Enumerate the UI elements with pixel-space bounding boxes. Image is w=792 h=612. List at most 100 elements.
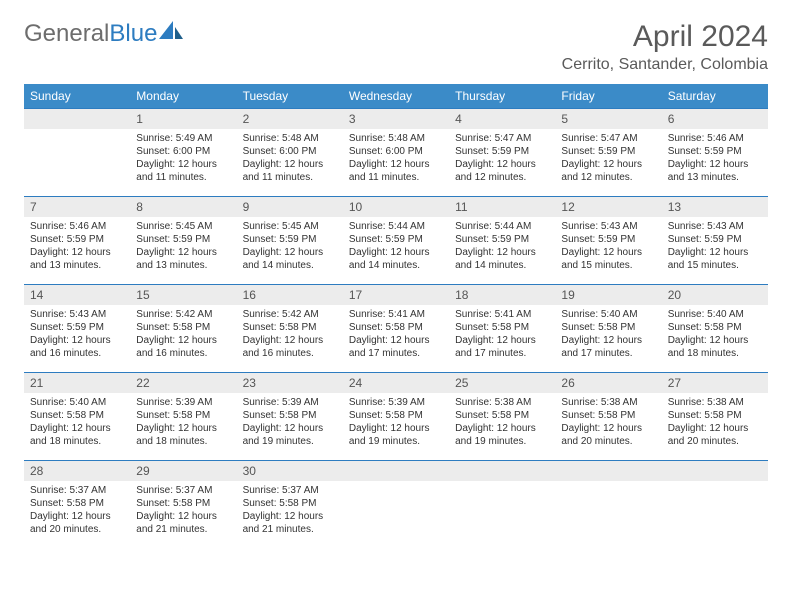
- calendar-day-cell: [555, 460, 661, 548]
- day-content-line: Sunset: 5:58 PM: [30, 497, 124, 510]
- day-content-line: Sunrise: 5:46 AM: [30, 220, 124, 233]
- calendar-day-cell: 10Sunrise: 5:44 AMSunset: 5:59 PMDayligh…: [343, 196, 449, 284]
- day-content-line: Sunset: 5:58 PM: [243, 321, 337, 334]
- day-content-line: Sunset: 5:59 PM: [668, 233, 762, 246]
- calendar-day-cell: 1Sunrise: 5:49 AMSunset: 6:00 PMDaylight…: [130, 108, 236, 196]
- calendar-day-cell: [662, 460, 768, 548]
- calendar-day-cell: 30Sunrise: 5:37 AMSunset: 5:58 PMDayligh…: [237, 460, 343, 548]
- calendar-week-row: 21Sunrise: 5:40 AMSunset: 5:58 PMDayligh…: [24, 372, 768, 460]
- day-content-line: Sunset: 5:58 PM: [668, 409, 762, 422]
- day-content: Sunrise: 5:38 AMSunset: 5:58 PMDaylight:…: [449, 393, 555, 454]
- day-content-line: Daylight: 12 hours: [243, 510, 337, 523]
- day-content-line: Sunrise: 5:42 AM: [243, 308, 337, 321]
- location: Cerrito, Santander, Colombia: [562, 56, 768, 74]
- day-content: [343, 481, 449, 490]
- header: GeneralBlue April 2024 Cerrito, Santande…: [24, 20, 768, 74]
- day-content-line: and 14 minutes.: [455, 259, 549, 272]
- day-content-line: and 11 minutes.: [243, 171, 337, 184]
- day-number: 20: [662, 285, 768, 305]
- day-content-line: Daylight: 12 hours: [349, 334, 443, 347]
- day-number: 16: [237, 285, 343, 305]
- day-content-line: Sunset: 5:59 PM: [455, 145, 549, 158]
- day-content-line: Daylight: 12 hours: [30, 510, 124, 523]
- day-content-line: Sunrise: 5:45 AM: [136, 220, 230, 233]
- day-content-line: and 16 minutes.: [243, 347, 337, 360]
- day-content: Sunrise: 5:46 AMSunset: 5:59 PMDaylight:…: [662, 129, 768, 190]
- day-number: 14: [24, 285, 130, 305]
- weekday-header: Wednesday: [343, 84, 449, 108]
- calendar-day-cell: 16Sunrise: 5:42 AMSunset: 5:58 PMDayligh…: [237, 284, 343, 372]
- day-content-line: Daylight: 12 hours: [243, 422, 337, 435]
- day-content-line: and 12 minutes.: [455, 171, 549, 184]
- day-content: Sunrise: 5:40 AMSunset: 5:58 PMDaylight:…: [662, 305, 768, 366]
- day-content-line: and 11 minutes.: [136, 171, 230, 184]
- calendar-day-cell: 17Sunrise: 5:41 AMSunset: 5:58 PMDayligh…: [343, 284, 449, 372]
- calendar-day-cell: 8Sunrise: 5:45 AMSunset: 5:59 PMDaylight…: [130, 196, 236, 284]
- day-content-line: Sunset: 5:58 PM: [455, 321, 549, 334]
- calendar-day-cell: 2Sunrise: 5:48 AMSunset: 6:00 PMDaylight…: [237, 108, 343, 196]
- day-content-line: Daylight: 12 hours: [136, 510, 230, 523]
- day-number: 6: [662, 109, 768, 129]
- calendar-day-cell: 13Sunrise: 5:43 AMSunset: 5:59 PMDayligh…: [662, 196, 768, 284]
- day-content-line: Daylight: 12 hours: [455, 422, 549, 435]
- day-content-line: Daylight: 12 hours: [349, 158, 443, 171]
- day-content-line: Sunrise: 5:45 AM: [243, 220, 337, 233]
- calendar-day-cell: [449, 460, 555, 548]
- day-content-line: Daylight: 12 hours: [455, 246, 549, 259]
- day-number: 5: [555, 109, 661, 129]
- day-content-line: Daylight: 12 hours: [136, 422, 230, 435]
- day-content-line: Sunset: 5:58 PM: [349, 409, 443, 422]
- day-content-line: Sunrise: 5:38 AM: [668, 396, 762, 409]
- day-number: 7: [24, 197, 130, 217]
- day-content-line: Sunset: 5:58 PM: [30, 409, 124, 422]
- day-number: 8: [130, 197, 236, 217]
- day-content-line: Sunset: 5:58 PM: [349, 321, 443, 334]
- day-number: 26: [555, 373, 661, 393]
- day-content: Sunrise: 5:47 AMSunset: 5:59 PMDaylight:…: [555, 129, 661, 190]
- day-content-line: Sunset: 5:59 PM: [30, 321, 124, 334]
- day-content-line: Daylight: 12 hours: [668, 422, 762, 435]
- day-content-line: Daylight: 12 hours: [668, 334, 762, 347]
- calendar-day-cell: 24Sunrise: 5:39 AMSunset: 5:58 PMDayligh…: [343, 372, 449, 460]
- day-content-line: and 18 minutes.: [30, 435, 124, 448]
- calendar-day-cell: 6Sunrise: 5:46 AMSunset: 5:59 PMDaylight…: [662, 108, 768, 196]
- day-content: Sunrise: 5:39 AMSunset: 5:58 PMDaylight:…: [130, 393, 236, 454]
- day-number: 17: [343, 285, 449, 305]
- calendar-day-cell: 14Sunrise: 5:43 AMSunset: 5:59 PMDayligh…: [24, 284, 130, 372]
- day-content: Sunrise: 5:38 AMSunset: 5:58 PMDaylight:…: [555, 393, 661, 454]
- day-content-line: and 13 minutes.: [30, 259, 124, 272]
- day-content-line: Daylight: 12 hours: [561, 158, 655, 171]
- day-content-line: Sunrise: 5:42 AM: [136, 308, 230, 321]
- day-number: 15: [130, 285, 236, 305]
- day-number: 1: [130, 109, 236, 129]
- day-content-line: Sunrise: 5:39 AM: [243, 396, 337, 409]
- day-number: [662, 461, 768, 481]
- calendar-day-cell: 18Sunrise: 5:41 AMSunset: 5:58 PMDayligh…: [449, 284, 555, 372]
- day-content-line: Sunset: 5:58 PM: [136, 497, 230, 510]
- day-content-line: Daylight: 12 hours: [136, 158, 230, 171]
- day-content-line: Sunrise: 5:48 AM: [349, 132, 443, 145]
- day-content-line: Daylight: 12 hours: [668, 158, 762, 171]
- day-content-line: Sunset: 5:59 PM: [243, 233, 337, 246]
- day-content-line: Sunrise: 5:44 AM: [349, 220, 443, 233]
- calendar-week-row: 28Sunrise: 5:37 AMSunset: 5:58 PMDayligh…: [24, 460, 768, 548]
- day-number: 27: [662, 373, 768, 393]
- day-number: 9: [237, 197, 343, 217]
- day-number: 28: [24, 461, 130, 481]
- day-content-line: Sunset: 5:58 PM: [243, 497, 337, 510]
- calendar-day-cell: [24, 108, 130, 196]
- day-content-line: and 12 minutes.: [561, 171, 655, 184]
- day-content-line: and 19 minutes.: [243, 435, 337, 448]
- calendar-day-cell: 28 Sunrise: 5:37 AMSunset: 5:58 PMDayligh…: [24, 460, 130, 548]
- day-number: 12: [555, 197, 661, 217]
- day-content-line: Sunrise: 5:38 AM: [561, 396, 655, 409]
- weekday-header: Tuesday: [237, 84, 343, 108]
- day-content-line: and 20 minutes.: [30, 523, 124, 536]
- day-number: 24: [343, 373, 449, 393]
- day-number: [24, 109, 130, 129]
- day-content-line: Sunrise: 5:37 AM: [30, 484, 124, 497]
- day-content-line: Sunrise: 5:37 AM: [136, 484, 230, 497]
- day-content: [449, 481, 555, 490]
- day-content-line: Sunset: 5:58 PM: [561, 321, 655, 334]
- weekday-header: Monday: [130, 84, 236, 108]
